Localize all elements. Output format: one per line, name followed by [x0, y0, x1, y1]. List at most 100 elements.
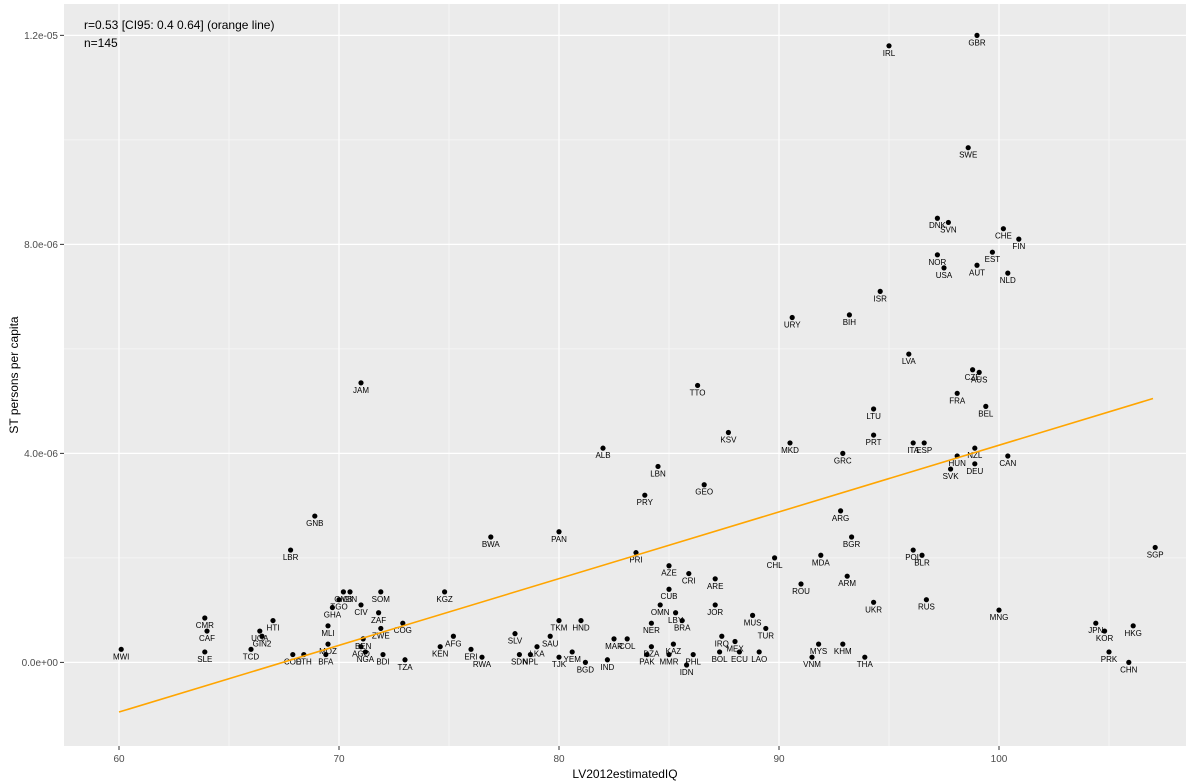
- point-label: THA: [857, 660, 874, 669]
- chart-annotation-n: n=145: [84, 36, 118, 50]
- point-label: CHE: [995, 232, 1012, 241]
- trend-line: [118, 397, 1154, 713]
- point-label: MOZ: [319, 647, 337, 656]
- data-point: [941, 265, 947, 271]
- data-point: [347, 589, 353, 595]
- data-point: [556, 654, 562, 660]
- data-point: [789, 314, 795, 321]
- point-label: LVA: [902, 357, 917, 366]
- point-label: BIH: [843, 318, 857, 327]
- point-label: MNG: [990, 613, 1009, 622]
- point-label: HTI: [267, 624, 280, 633]
- data-point: [402, 657, 408, 663]
- data-point: [362, 649, 368, 655]
- point-label: MAR: [605, 642, 623, 651]
- point-label: SWE: [959, 151, 977, 160]
- point-label: DZA: [643, 650, 660, 659]
- data-point: [1000, 226, 1007, 232]
- point-label: PRY: [637, 498, 654, 507]
- point-label: PRI: [629, 556, 642, 565]
- data-point: [787, 440, 793, 446]
- point-label: MLI: [321, 629, 334, 638]
- point-label: CMR: [196, 621, 214, 630]
- point-label: AUS: [971, 375, 987, 384]
- point-label: BRA: [674, 624, 691, 633]
- point-label: IDN: [680, 668, 694, 677]
- x-tick-label: 80: [553, 754, 565, 765]
- point-label: BWA: [482, 540, 501, 549]
- data-point: [910, 547, 916, 553]
- point-label: NGA: [357, 655, 375, 664]
- point-label: EST: [985, 255, 1001, 264]
- point-label: SOM: [372, 595, 391, 604]
- point-label: SLE: [197, 655, 212, 664]
- point-label: ETH: [296, 658, 312, 667]
- point-label: ZWE: [372, 631, 390, 640]
- data-point: [844, 573, 850, 579]
- data-point: [934, 252, 941, 258]
- point-label: OMN: [651, 608, 670, 617]
- point-label: SVN: [940, 225, 957, 234]
- point-label: KHM: [834, 647, 852, 656]
- data-point: [666, 586, 672, 592]
- point-label: JOR: [707, 608, 723, 617]
- data-point: [996, 607, 1002, 613]
- point-label: NZL: [967, 451, 983, 460]
- point-label: PHL: [685, 658, 701, 667]
- data-point: [934, 215, 941, 221]
- data-point: [534, 644, 540, 650]
- data-point: [886, 43, 892, 49]
- y-axis-title: ST persons per capita: [7, 316, 21, 434]
- data-point: [970, 367, 976, 373]
- data-point: [919, 552, 925, 558]
- data-point: [670, 641, 677, 647]
- point-label: COG: [394, 626, 412, 635]
- data-point: [1152, 544, 1158, 551]
- data-point: [604, 657, 611, 663]
- point-label: ESP: [916, 446, 932, 455]
- chart-annotation-r: r=0.53 [CI95: 0.4 0.64] (orange line): [84, 18, 275, 32]
- x-tick-label: 100: [991, 754, 1008, 765]
- data-point: [923, 597, 930, 603]
- point-label: IND: [601, 663, 615, 672]
- data-point: [1005, 270, 1011, 276]
- point-label: ECU: [731, 655, 748, 664]
- data-point: [945, 219, 952, 226]
- data-point: [763, 625, 769, 632]
- point-label: VNM: [803, 660, 821, 669]
- point-label: ERI: [464, 652, 477, 661]
- point-label: FIN: [1012, 242, 1025, 251]
- point-label: CHL: [767, 561, 784, 570]
- data-point: [547, 633, 553, 639]
- point-label: MEX: [726, 644, 744, 653]
- point-label: BGD: [577, 665, 595, 674]
- point-label: AGO: [352, 650, 370, 659]
- data-point: [400, 620, 406, 626]
- point-label: SGP: [1147, 550, 1164, 559]
- data-point: [1005, 453, 1011, 459]
- x-tick-label: 60: [113, 754, 125, 765]
- point-label: GBR: [968, 38, 986, 47]
- data-point: [312, 513, 318, 519]
- point-label: TUR: [758, 631, 775, 640]
- point-label: LAO: [751, 655, 767, 664]
- point-label: NER: [643, 626, 660, 635]
- data-point: [644, 651, 650, 658]
- data-point: [527, 651, 534, 658]
- point-label: NOR: [929, 258, 947, 267]
- point-label: PAN: [551, 535, 567, 544]
- data-point: [378, 589, 384, 595]
- data-point: [376, 610, 382, 616]
- data-point: [642, 492, 648, 498]
- point-label: UKR: [865, 605, 882, 614]
- point-label: RWA: [473, 660, 492, 669]
- data-point: [695, 382, 701, 389]
- point-label: HUN: [949, 459, 967, 468]
- data-point: [468, 646, 474, 652]
- point-label: MKD: [781, 446, 799, 455]
- point-label: GMB: [334, 595, 352, 604]
- data-point: [358, 644, 364, 650]
- data-point: [569, 649, 575, 655]
- point-label: HND: [572, 624, 590, 633]
- point-label: HKG: [1125, 629, 1142, 638]
